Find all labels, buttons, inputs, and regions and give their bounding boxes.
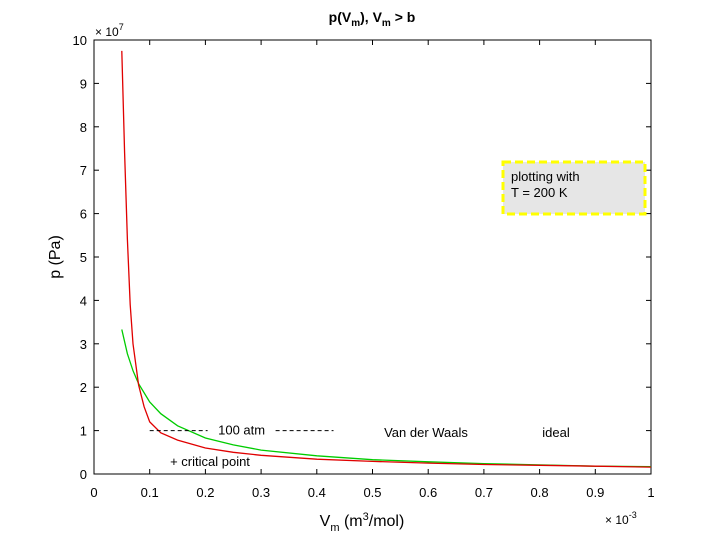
x-tick-label: 0.7: [475, 485, 493, 500]
y-tick-label: 0: [80, 467, 87, 482]
legend-critical-point: + critical point: [170, 454, 250, 469]
y-tick-label: 3: [80, 337, 87, 352]
y-tick-label: 2: [80, 380, 87, 395]
x-axis-label: Vm (m3/mol): [320, 511, 405, 534]
y-tick-label: 8: [80, 120, 87, 135]
y-tick-label: 1: [80, 424, 87, 439]
annotation-line-1: plotting with: [511, 169, 580, 184]
y-axis-label: p (Pa): [47, 235, 64, 279]
plot-area: [93, 39, 652, 475]
x-tick-label: 1: [647, 485, 654, 500]
x-tick-labels: 0 0.1 0.2 0.3 0.4 0.5 0.6 0.7 0.8 0.9 1: [90, 485, 654, 500]
legend-van-der-waals: Van der Waals: [384, 425, 468, 440]
y-tick-label: 5: [80, 250, 87, 265]
x-tick-label: 0.5: [363, 485, 381, 500]
y-tick-label: 7: [80, 163, 87, 178]
series-van-der-waals-line: [121, 50, 652, 468]
x-tick-label: 0.6: [419, 485, 437, 500]
axis-ticks: [93, 39, 652, 475]
x-multiplier: × 10-3: [605, 510, 637, 527]
chart-title: p(Vm), Vm > b: [329, 9, 416, 29]
annotation-line-2: T = 200 K: [511, 185, 568, 200]
legend-ideal: ideal: [542, 425, 570, 440]
y-tick-label: 6: [80, 207, 87, 222]
series-ideal-line: [121, 329, 652, 468]
y-tick-labels: 0 1 2 3 4 5 6 7 8 9 10: [73, 33, 87, 482]
x-tick-label: 0.4: [308, 485, 326, 500]
y-tick-label: 4: [80, 293, 87, 308]
x-tick-label: 0.3: [252, 485, 270, 500]
x-tick-label: 0.9: [586, 485, 604, 500]
annotation-box: [501, 160, 647, 216]
y-multiplier: × 107: [95, 22, 124, 39]
x-tick-label: 0: [90, 485, 97, 500]
reference-line-label: 100 atm: [218, 423, 265, 438]
x-tick-label: 0.2: [196, 485, 214, 500]
y-tick-label: 10: [73, 33, 87, 48]
x-tick-label: 0.1: [141, 485, 159, 500]
y-tick-label: 9: [80, 76, 87, 91]
x-tick-label: 0.8: [531, 485, 549, 500]
